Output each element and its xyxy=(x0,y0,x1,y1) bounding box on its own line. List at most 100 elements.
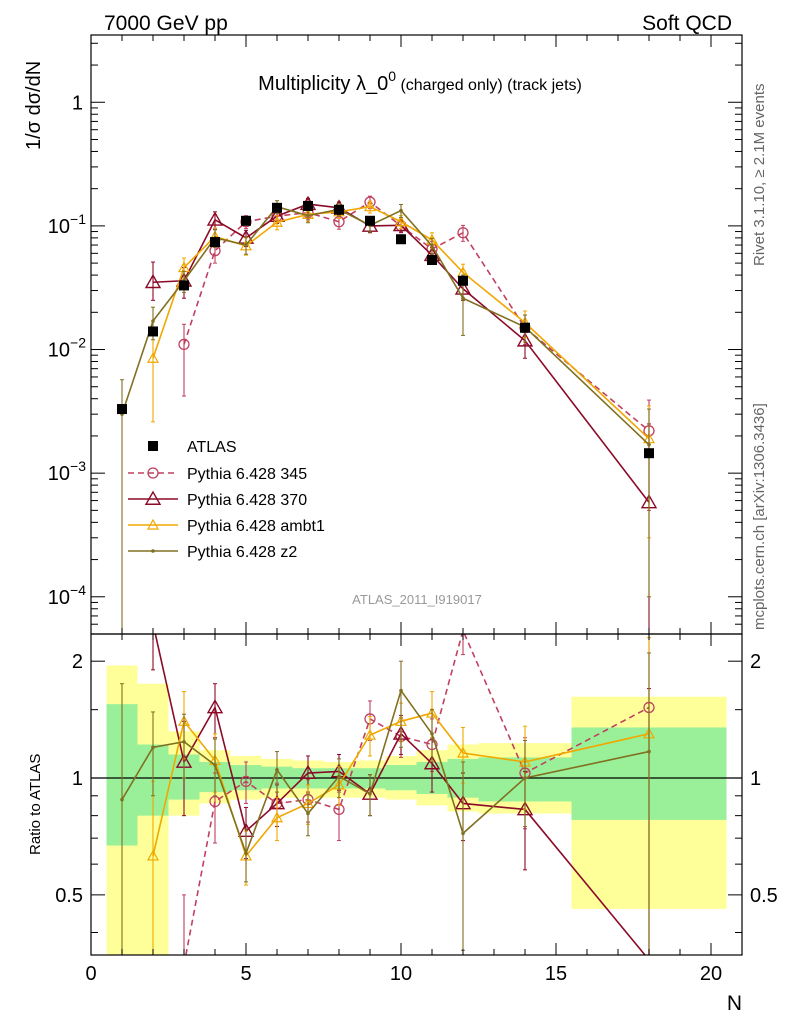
series-3-ratio-point xyxy=(244,851,248,856)
chart-title-suffix: (charged only) (track jets) xyxy=(396,77,582,94)
series-0-ratio-point xyxy=(240,775,252,788)
atlas-data-point xyxy=(241,215,251,226)
ratio-panel-series xyxy=(120,634,656,955)
series-3-ratio-point xyxy=(213,763,217,767)
legend-marker xyxy=(147,467,159,479)
series-2-ratio-point xyxy=(363,728,377,740)
series-3-ratio xyxy=(120,652,651,955)
atlas-data-point xyxy=(334,204,344,215)
y-bottom-tick-label: 1 xyxy=(72,768,83,790)
chart-title-main: Multiplicity λ_0 xyxy=(258,73,388,95)
ratio-panel-frame xyxy=(90,633,743,956)
x-tick-label: 0 xyxy=(85,963,96,985)
x-tick-label: 10 xyxy=(390,963,412,985)
atlas-data-point xyxy=(365,215,375,226)
atlas-data-point xyxy=(210,237,220,248)
series-3-point xyxy=(647,442,651,447)
series-3-point xyxy=(430,244,434,248)
series-2-ratio-point xyxy=(146,849,160,861)
series-3-ratio-point xyxy=(275,768,279,772)
y-axis-label-top: 1/σ dσ/dN xyxy=(23,61,45,150)
series-2-top xyxy=(146,200,656,539)
y-bottom-tick-label-right: 1 xyxy=(750,768,761,790)
series-0-ratio-point xyxy=(209,795,221,808)
y-top-tick-label: 1 xyxy=(72,92,83,114)
series-1-top xyxy=(144,195,658,635)
y-bottom-tick-label-right: 2 xyxy=(750,651,761,673)
x-tick-label: 20 xyxy=(700,963,722,985)
atlas-data-point xyxy=(644,448,654,459)
y-bottom-tick-label: 2 xyxy=(72,651,83,673)
chart-title: Multiplicity λ_00 (charged only) (track … xyxy=(258,68,582,95)
series-0-point xyxy=(457,227,469,239)
analysis-watermark: ATLAS_2011_I919017 xyxy=(352,592,482,607)
series-3-ratio-point xyxy=(430,732,434,736)
series-3-ratio-point xyxy=(368,792,372,796)
series-3-point xyxy=(306,213,310,218)
chart-title-superscript: 0 xyxy=(388,68,396,84)
series-1-point xyxy=(516,332,534,347)
series-1-ratio-point xyxy=(206,699,224,714)
atlas-data-point xyxy=(458,275,468,286)
legend-label: Pythia 6.428 z2 xyxy=(187,544,297,561)
axis-ticks: 0 5 10 15 20 1 10−1 10−2 10−3 10−4 2 2 1 1 0.5 0.5 xyxy=(48,35,778,985)
series-1-point xyxy=(206,211,224,226)
atlas-data-point xyxy=(396,234,406,245)
series-3-ratio-point xyxy=(306,811,310,816)
series-3-point xyxy=(151,319,155,323)
y-top-tick-label: 10−4 xyxy=(48,582,86,609)
legend-marker xyxy=(151,549,155,553)
atlas-data-point xyxy=(117,404,127,415)
legend-marker xyxy=(146,518,160,530)
series-1-ratio-point xyxy=(299,764,317,779)
y-top-tick-label: 10−1 xyxy=(48,211,86,238)
y-top-tick-label: 10−3 xyxy=(48,458,86,485)
atlas-data-point xyxy=(520,322,530,333)
atlas-data-point xyxy=(179,280,189,291)
atlas-data-point xyxy=(303,200,313,211)
atlas-uncertainty-bands xyxy=(106,665,727,955)
legend-atlas-marker xyxy=(148,441,158,451)
series-0-ratio-line xyxy=(185,634,650,955)
legend-label: Pythia 6.428 370 xyxy=(187,492,307,509)
mcplots-reference-label: mcplots.cern.ch [arXiv:1306.3436] xyxy=(751,403,768,630)
series-3-top xyxy=(120,200,651,635)
x-axis-label: N xyxy=(727,992,742,1015)
series-3-line xyxy=(121,205,650,446)
series-1-ratio-point xyxy=(423,755,441,770)
series-3-ratio-point xyxy=(182,739,186,744)
series-1-point xyxy=(144,273,162,289)
series-3-ratio-point xyxy=(151,745,155,750)
series-3-ratio-line xyxy=(121,688,650,856)
series-3-ratio-point xyxy=(399,688,403,693)
y-top-tick-label: 10−2 xyxy=(48,335,86,362)
y-axis-label-bottom: Ratio to ATLAS xyxy=(27,754,44,855)
x-tick-label: 5 xyxy=(240,963,251,985)
series-1-line xyxy=(152,203,650,503)
series-2-ratio-point xyxy=(270,811,284,823)
legend-marker xyxy=(144,490,162,505)
series-3-ratio-point xyxy=(120,797,124,802)
series-3-point xyxy=(399,208,403,213)
legend-label: Pythia 6.428 345 xyxy=(187,466,307,483)
atlas-data-point xyxy=(272,202,282,213)
series-2-ratio-point xyxy=(456,746,470,758)
series-0-point xyxy=(178,338,190,351)
series-2-point xyxy=(146,352,160,363)
series-3-point xyxy=(461,296,465,301)
series-2-point xyxy=(270,216,284,227)
atlas-data-points xyxy=(117,200,654,459)
atlas-data-point xyxy=(148,326,158,337)
series-3-ratio-point xyxy=(461,831,465,836)
header-left-label: 7000 GeV pp xyxy=(104,12,228,35)
atlas-data-point xyxy=(427,254,437,265)
series-2-point xyxy=(363,200,377,212)
y-bottom-tick-label: 0.5 xyxy=(55,885,83,907)
series-2-point xyxy=(394,215,408,227)
axes-frames xyxy=(90,34,743,956)
legend-label: Pythia 6.428 ambt1 xyxy=(187,518,325,535)
x-tick-label: 15 xyxy=(545,963,567,985)
main-panel-series xyxy=(120,195,658,635)
series-3-ratio-point xyxy=(523,776,527,780)
